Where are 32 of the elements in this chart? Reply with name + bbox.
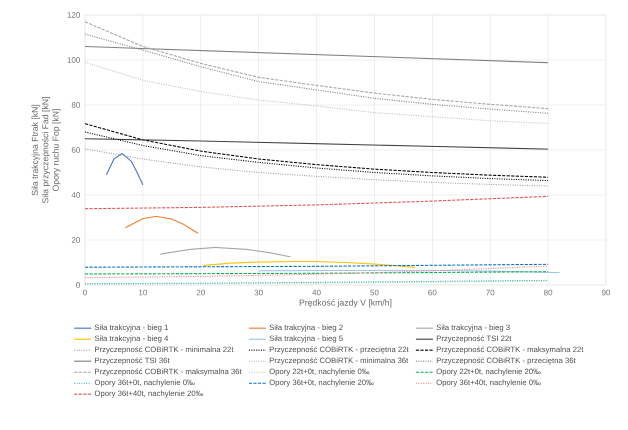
line-series: [85, 148, 549, 187]
line-series: [160, 246, 292, 258]
x-tick-label: 60: [428, 290, 436, 296]
text: Siła trakcyjna Ftrak [kN]: [32, 104, 40, 196]
y-tick-label: 40: [72, 192, 80, 198]
text: Siła przyczepności Fad [kN]: [42, 97, 50, 204]
x-tick-label: 90: [602, 290, 610, 296]
line-series: [85, 266, 549, 278]
text: Opory ruchu Fop [kN]: [52, 109, 60, 192]
y-tick-label: 80: [72, 102, 80, 108]
y-tick-label: 120: [68, 12, 80, 18]
line-series: [85, 138, 549, 150]
y-tick-label: 0: [76, 282, 80, 288]
x-tick-label: 50: [370, 290, 379, 296]
line-series: [106, 152, 144, 186]
x-tick-label: 0: [83, 290, 87, 296]
y-tick-label: 100: [68, 57, 80, 63]
line-series: [124, 216, 198, 234]
line-series: [85, 34, 549, 114]
x-tick-label: 80: [544, 290, 552, 296]
line-series: [85, 196, 549, 210]
x-axis-title: Prędkość jazdy V [km/h]: [300, 299, 392, 308]
line-series: [85, 131, 549, 182]
x-tick-label: 20: [196, 290, 205, 296]
line-series: [85, 21, 549, 110]
x-tick-label: 40: [312, 290, 321, 296]
x-tick-label: 30: [254, 290, 263, 296]
y-tick-label: 60: [72, 147, 80, 153]
x-tick-label: 10: [139, 290, 148, 296]
y-tick-label: 20: [72, 237, 80, 243]
line-series: [85, 123, 549, 178]
x-tick-label: 70: [486, 290, 494, 296]
